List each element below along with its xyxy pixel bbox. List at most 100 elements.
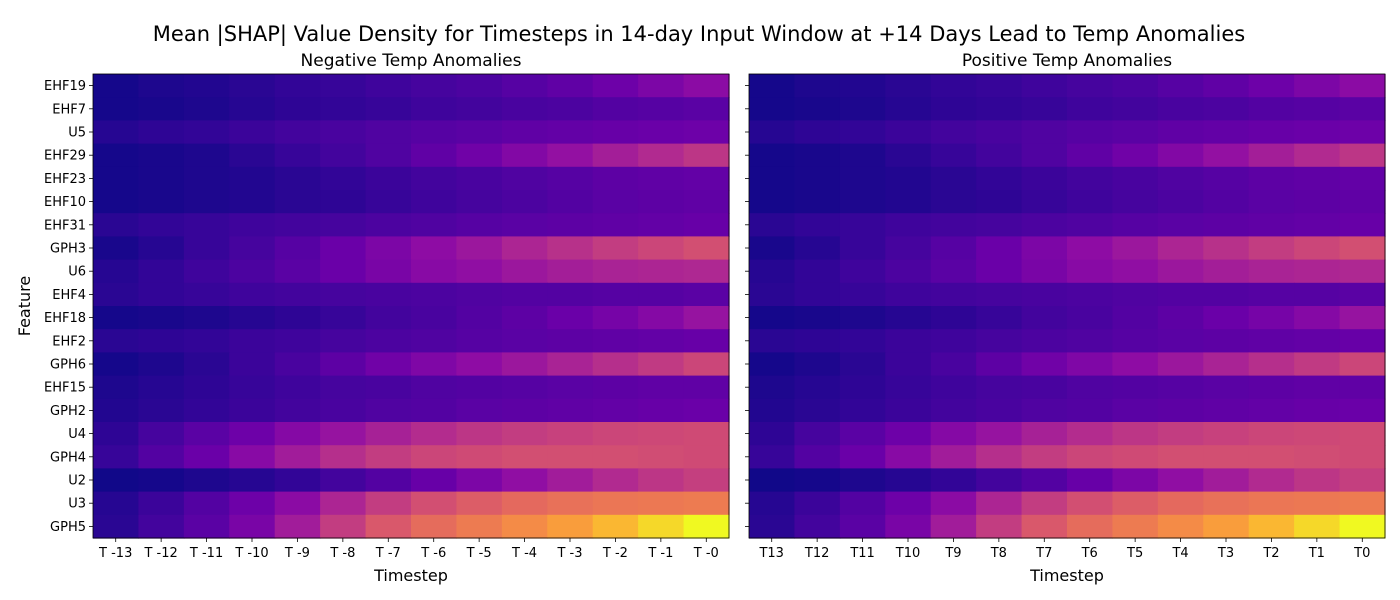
heatmap-cell — [683, 375, 730, 400]
heatmap-cell — [1203, 190, 1250, 214]
heatmap-cell — [638, 213, 685, 237]
heatmap-cell — [456, 375, 503, 400]
heatmap-cell — [1248, 97, 1295, 121]
heatmap-cell — [839, 491, 886, 516]
heatmap-cell — [547, 491, 594, 516]
heatmap-cell — [320, 190, 367, 214]
heatmap-cell — [592, 213, 639, 237]
x-tick-label: T -9 — [284, 546, 310, 561]
heatmap-cell — [1339, 143, 1386, 168]
heatmap-cell — [229, 445, 276, 469]
heatmap-cell — [365, 375, 412, 400]
x-tick-label: T -4 — [511, 546, 537, 561]
heatmap-cell — [456, 282, 503, 307]
heatmap-cell — [1067, 445, 1114, 469]
heatmap-cell — [1021, 74, 1068, 98]
x-tick-label: T -3 — [556, 546, 582, 561]
heatmap-cell — [320, 352, 367, 377]
heatmap-cell — [1112, 422, 1159, 446]
heatmap-cell — [638, 352, 685, 377]
heatmap-cell — [1021, 445, 1068, 469]
heatmap-cell — [1112, 166, 1159, 191]
heatmap-cell — [1294, 74, 1341, 98]
heatmap-cell — [547, 213, 594, 237]
x-tick-label: T13 — [758, 546, 783, 561]
heatmap-cell — [501, 120, 548, 145]
heatmap-cell — [683, 236, 730, 261]
heatmap-cell — [1067, 514, 1114, 539]
heatmap-cell — [229, 190, 276, 214]
heatmap-cell — [1112, 491, 1159, 516]
heatmap-cell — [365, 422, 412, 446]
heatmap-cell — [1021, 306, 1068, 330]
heatmap-cell — [411, 143, 458, 168]
heatmap-cell — [456, 491, 503, 516]
heatmap-cell — [1112, 236, 1159, 261]
heatmap-cell — [976, 422, 1023, 446]
heatmap-cell — [1294, 329, 1341, 353]
heatmap-cell — [183, 166, 230, 191]
heatmap-cell — [1248, 352, 1295, 377]
heatmap-cell — [1112, 97, 1159, 121]
heatmap-cell — [1294, 190, 1341, 214]
heatmap-cell — [229, 97, 276, 121]
heatmap-cell — [229, 143, 276, 168]
heatmap-cell — [138, 143, 185, 168]
axes-frame — [748, 73, 1386, 539]
heatmap-cell — [1157, 398, 1204, 423]
heatmap-cell — [749, 120, 796, 145]
y-tick-label: GPH6 — [50, 358, 86, 373]
x-tick-label: T5 — [1126, 546, 1143, 561]
heatmap-cell — [229, 422, 276, 446]
heatmap-cell — [365, 306, 412, 330]
heatmap-cell — [930, 306, 977, 330]
heatmap-cell — [547, 166, 594, 191]
heatmap-cell — [320, 445, 367, 469]
x-tick-label: T10 — [895, 546, 920, 561]
heatmap-cell — [749, 97, 796, 121]
heatmap-cell — [1248, 259, 1295, 284]
heatmap-cell — [138, 352, 185, 377]
heatmap-cell — [501, 398, 548, 423]
heatmap-cell — [274, 398, 321, 423]
heatmap-cell — [1157, 120, 1204, 145]
heatmap-cell — [976, 190, 1023, 214]
heatmap-cell — [749, 282, 796, 307]
heatmap-cell — [683, 120, 730, 145]
heatmap-cell — [229, 74, 276, 98]
heatmap-cell — [592, 236, 639, 261]
heatmap-cell — [547, 306, 594, 330]
heatmap-cell — [501, 352, 548, 377]
heatmap-cell — [976, 143, 1023, 168]
heatmap-cell — [1021, 422, 1068, 446]
heatmap-cell — [638, 97, 685, 121]
heatmap-cell — [592, 74, 639, 98]
heatmap-cell — [456, 236, 503, 261]
y-tick-label: GPH3 — [50, 242, 86, 257]
heatmap-cell — [1339, 422, 1386, 446]
heatmap-cell — [183, 259, 230, 284]
heatmap-cell — [411, 352, 458, 377]
heatmap-cell — [274, 514, 321, 539]
heatmap-cell — [1157, 74, 1204, 98]
heatmap-cell — [547, 422, 594, 446]
heatmap-cell — [1294, 422, 1341, 446]
heatmap-cell — [547, 329, 594, 353]
heatmap-cell — [930, 213, 977, 237]
heatmap-cell — [839, 398, 886, 423]
heatmap-cell — [274, 166, 321, 191]
x-tick-label: T0 — [1353, 546, 1370, 561]
heatmap-cell — [274, 74, 321, 98]
heatmap-cell — [365, 445, 412, 469]
heatmap-cell — [976, 282, 1023, 307]
heatmap-cell — [930, 468, 977, 493]
heatmap-cell — [976, 236, 1023, 261]
y-tick-label: EHF15 — [44, 381, 86, 396]
heatmap-cell — [1203, 143, 1250, 168]
heatmap-cell — [1112, 74, 1159, 98]
heatmap-cell — [592, 468, 639, 493]
heatmap-cell — [365, 468, 412, 493]
heatmap-cell — [1203, 97, 1250, 121]
heatmap-cell — [1294, 491, 1341, 516]
heatmap-cell — [592, 259, 639, 284]
